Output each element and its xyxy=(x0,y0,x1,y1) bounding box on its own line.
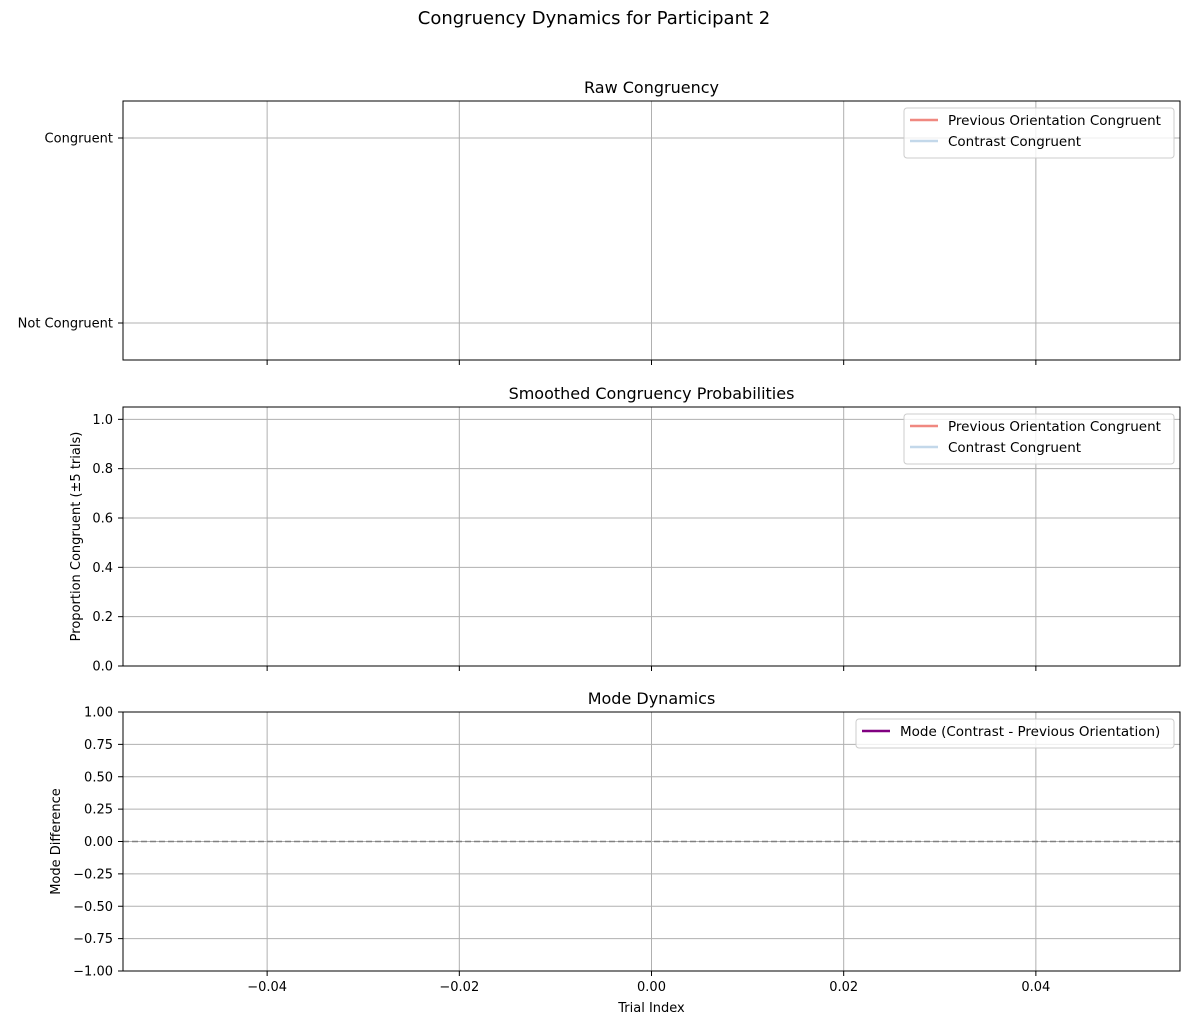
legend-label: Contrast Congruent xyxy=(948,134,1081,150)
y-tick-label: 1.00 xyxy=(84,706,113,721)
y-tick-label: Not Congruent xyxy=(18,317,113,332)
legend-box xyxy=(855,718,1175,749)
x-axis-label: Trial Index xyxy=(617,1001,685,1016)
y-tick-label: 0.25 xyxy=(84,803,113,818)
legend: Previous Orientation Congruent Contrast C… xyxy=(903,413,1175,465)
panel-title: Smoothed Congruency Probabilities xyxy=(509,384,795,403)
y-tick-label: Congruent xyxy=(45,132,113,147)
figure-suptitle: Congruency Dynamics for Participant 2 xyxy=(418,8,770,29)
panel-3: −0.04 −0.02 0.00 0.02 0.04 −1.00 −0.75 −0.50 −0.… xyxy=(49,689,1181,1016)
x-tick-label: 0.04 xyxy=(1021,980,1050,995)
legend-box xyxy=(903,107,1175,159)
panel-title: Mode Dynamics xyxy=(588,689,716,708)
y-tick-label: −0.50 xyxy=(73,900,113,915)
panel-title: Raw Congruency xyxy=(584,78,719,97)
y-tick-label: 0.2 xyxy=(92,610,113,625)
legend: Mode (Contrast - Previous Orientation) xyxy=(855,718,1175,749)
x-tick-label: −0.02 xyxy=(439,980,479,995)
legend-label: Contrast Congruent xyxy=(948,440,1081,456)
y-tick-label: −0.25 xyxy=(73,867,113,882)
x-tick-label: −0.04 xyxy=(247,980,287,995)
y-axis-label: Mode Difference xyxy=(49,788,64,895)
legend-label: Previous Orientation Congruent xyxy=(948,113,1161,129)
legend-box xyxy=(903,413,1175,465)
x-tick-label: 0.02 xyxy=(829,980,858,995)
legend-label: Previous Orientation Congruent xyxy=(948,419,1161,435)
y-tick-label: 0.00 xyxy=(84,835,113,850)
y-tick-label: 0.6 xyxy=(92,512,113,527)
legend: Previous Orientation Congruent Contrast C… xyxy=(903,107,1175,159)
y-tick-label: 1.0 xyxy=(92,413,113,428)
y-tick-label: 0.0 xyxy=(92,660,113,675)
panel-1: Not Congruent Congruent Raw Congruency Prev… xyxy=(18,78,1181,365)
y-tick-label: 0.75 xyxy=(84,738,113,753)
y-axis-label: Proportion Congruent (±5 trials) xyxy=(69,432,84,642)
y-tick-label: 0.4 xyxy=(92,561,113,576)
y-tick-label: 0.8 xyxy=(92,462,113,477)
y-tick-label: −0.75 xyxy=(73,932,113,947)
x-tick-label: 0.00 xyxy=(637,980,666,995)
y-tick-label: −1.00 xyxy=(73,965,113,980)
legend-label: Mode (Contrast - Previous Orientation) xyxy=(900,724,1160,740)
panel-2: 0.0 0.2 0.4 0.6 0.8 1.0 Smoothed Congruency Pr… xyxy=(69,384,1181,675)
y-tick-label: 0.50 xyxy=(84,770,113,785)
